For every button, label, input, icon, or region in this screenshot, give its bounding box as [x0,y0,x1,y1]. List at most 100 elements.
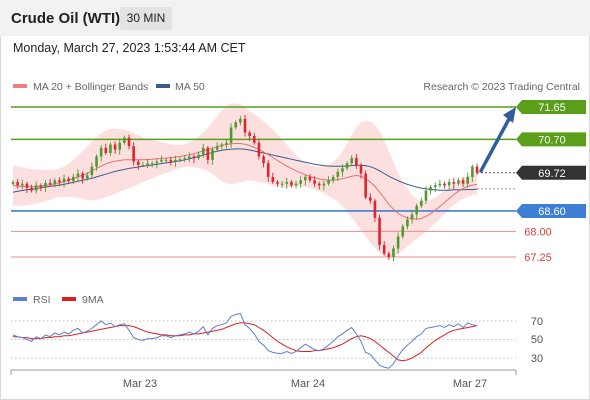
candle-body [368,197,372,201]
candle-body [132,146,135,162]
candle-body [262,156,265,164]
candle-body [327,180,330,184]
legend-swatch-rsi-ma [62,297,76,301]
legend-label-rsi: RSI [33,294,51,306]
candle-body [243,118,247,133]
candle-body [164,159,168,161]
candle-body [401,226,405,237]
candle-body [276,182,279,184]
candle-body [229,127,233,143]
projection-arrow-shaft [479,117,511,173]
candle-body [266,163,270,177]
candle-body [39,185,43,188]
candle-body [25,183,29,188]
candle-body [81,173,84,179]
candle-body [99,147,103,157]
candle-body [373,200,377,218]
x-tick-label: Mar 27 [453,378,487,390]
ma50-line [12,148,478,193]
candle-body [44,183,47,188]
candle-body [76,173,80,177]
candle-body [11,182,15,184]
level-tag-support [516,203,586,218]
level-tag-resistance [516,100,586,114]
candle-body [48,183,52,185]
candle-body [215,146,219,150]
candle-body [234,122,238,128]
candle-body [109,144,112,154]
candle-body [350,158,354,164]
candle-body [53,180,57,185]
level-label-support: 68.60 [538,206,566,218]
rsi-line [12,313,478,369]
candle-body [308,176,312,181]
candle-body [90,166,94,176]
candle-body [271,176,275,182]
candle-body [294,183,298,186]
candle-body [378,217,381,246]
x-tick-label: Mar 23 [123,378,157,390]
candle-body [420,200,423,206]
rsi-tick-label: 50 [531,334,543,346]
candle-body [160,159,163,162]
candle-body [72,176,75,181]
candle-body [58,180,61,182]
candle-body [183,158,186,160]
candle-body [457,180,460,184]
candle-body [429,187,432,191]
candle-body [85,175,89,179]
candle-body [136,161,140,165]
candle-body [461,180,465,184]
candle-body [466,176,470,184]
x-tick-label: Mar 24 [291,378,325,390]
legend-swatch-ma50 [156,84,170,88]
candle-body [225,142,228,145]
candle-body [127,137,131,147]
candle-body [197,154,200,159]
candle-body [146,163,149,165]
candle-body [257,142,261,157]
candle-body [67,178,70,181]
candle-body [62,178,66,182]
candle-body [438,183,442,186]
chart-header: Crude Oil (WTI) 30 MIN [0,0,590,36]
level-label-resistance: 71.65 [538,102,566,114]
level-tag-resistance [516,132,586,147]
rsi-ma-line [13,322,478,362]
candle-body [174,159,177,162]
candle-body [355,158,358,165]
candle-body [345,163,349,169]
candle-body [201,147,205,155]
candle-body [304,176,307,181]
candle-body [341,168,344,172]
candle-body [239,118,242,123]
legend-swatch-rsi [13,297,27,301]
candle-body [252,135,256,143]
projection-arrow-head [503,107,516,123]
candle-body [150,163,154,165]
candle-body [20,183,24,186]
candle-body [392,248,395,257]
candle-body [16,182,19,186]
timeframe-button[interactable]: 30 MIN [120,7,172,30]
candle-body [313,180,316,184]
candle-body [188,156,191,159]
candle-body [396,236,400,249]
candle-body [104,147,108,154]
level-label-current: 69.72 [538,168,566,180]
chart-datetime: Monday, March 27, 2023 1:53:44 AM CET [13,41,246,55]
candle-body [169,159,173,162]
candle-body [336,171,340,177]
candle-body [443,183,446,186]
candle-body [406,219,409,227]
legend-swatch-bollinger [13,84,27,88]
candle-body [123,137,126,143]
candle-body [410,214,414,220]
candle-body [424,190,428,201]
candle-body [118,142,122,150]
ma20-line [12,143,478,220]
rsi-tick-label: 70 [531,316,543,328]
candle-body [475,166,479,173]
candle-body [178,159,182,161]
legend-label-ma50: MA 50 [175,81,205,93]
